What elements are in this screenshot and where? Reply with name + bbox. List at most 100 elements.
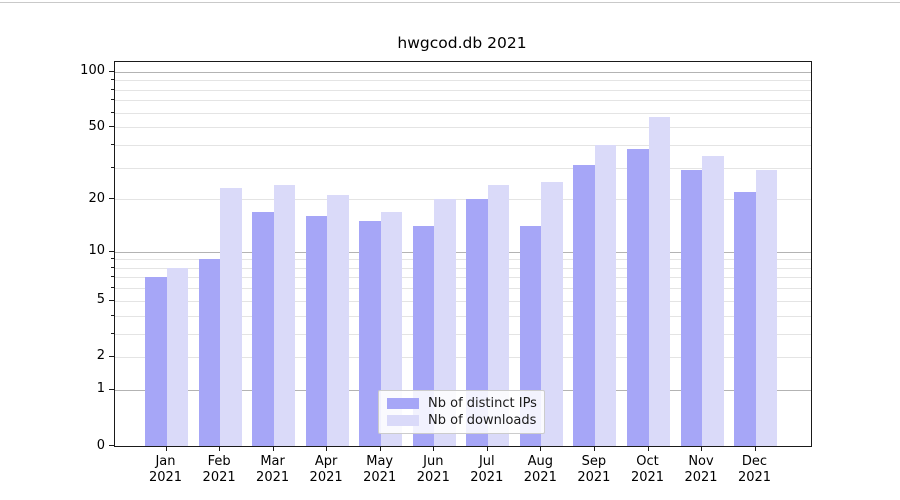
legend-label-distinct-ips: Nb of distinct IPs <box>428 395 537 411</box>
bar-nb-of-distinct-ips-apr <box>305 216 328 446</box>
x-tick-apr <box>326 446 328 451</box>
x-tick-nov <box>701 446 702 451</box>
gridline-minor-6 <box>115 288 811 290</box>
x-tick-label-sep: Sep 2021 <box>577 454 611 485</box>
y-tick-label-1: 1 <box>96 381 105 397</box>
bar-nb-of-downloads-oct <box>648 116 670 446</box>
gridline-minor-9 <box>115 259 811 261</box>
y-tick-label-5: 5 <box>96 292 105 308</box>
gridline-major-100 <box>115 71 811 73</box>
x-tick-may <box>379 446 381 451</box>
bar-nb-of-downloads-nov <box>702 155 724 446</box>
y-minortick-8 <box>111 266 114 268</box>
plot-area <box>114 61 812 447</box>
gridline-minor-60 <box>115 112 811 114</box>
y-tick-0 <box>109 445 114 446</box>
legend-swatch-distinct-ips <box>387 398 419 409</box>
y-minortick-4 <box>111 314 114 316</box>
gridline-major-10 <box>115 251 811 253</box>
y-minortick-40 <box>111 143 114 145</box>
bar-nb-of-distinct-ips-sep <box>573 165 595 446</box>
legend-swatch-downloads <box>387 415 419 426</box>
bar-nb-of-distinct-ips-mar <box>252 211 274 446</box>
y-tick-20 <box>109 198 114 200</box>
chart-title: hwgcod.db 2021 <box>397 34 527 52</box>
bar-nb-of-downloads-mar <box>273 185 296 446</box>
bar-nb-of-distinct-ips-oct <box>627 149 649 446</box>
bar-nb-of-downloads-aug <box>541 181 563 446</box>
x-tick-label-jul: Jul 2021 <box>470 454 504 485</box>
y-tick-100 <box>109 70 114 72</box>
x-tick-sep <box>593 446 595 451</box>
y-tick-50 <box>109 126 114 128</box>
y-tick-5 <box>109 299 114 301</box>
gridline-minor-2 <box>115 356 811 358</box>
bar-nb-of-downloads-jan <box>166 267 188 446</box>
gridline-minor-20 <box>115 199 811 201</box>
window-top-border <box>0 2 900 3</box>
x-tick-oct <box>647 446 649 451</box>
legend-item-downloads: Nb of downloads <box>387 413 536 428</box>
y-minortick-60 <box>111 111 114 113</box>
y-tick-label-100: 100 <box>80 63 105 79</box>
legend-label-downloads: Nb of downloads <box>428 412 537 428</box>
y-tick-label-50: 50 <box>88 118 105 134</box>
bar-nb-of-distinct-ips-jul <box>466 199 488 446</box>
gridline-minor-80 <box>115 89 811 91</box>
y-tick-10 <box>109 250 114 252</box>
bar-nb-of-downloads-jul <box>487 185 510 446</box>
y-tick-label-10: 10 <box>88 243 105 259</box>
gridline-minor-3 <box>115 333 811 335</box>
x-tick-jun <box>433 446 435 451</box>
y-minortick-80 <box>111 88 114 90</box>
x-tick-label-jun: Jun 2021 <box>416 454 450 485</box>
x-tick-label-aug: Aug 2021 <box>523 454 557 485</box>
bar-nb-of-distinct-ips-feb <box>198 259 220 446</box>
y-tick-label-20: 20 <box>88 190 105 206</box>
gridline-minor-40 <box>115 144 811 146</box>
x-tick-label-dec: Dec 2021 <box>737 454 772 485</box>
gridline-minor-4 <box>115 315 811 317</box>
x-tick-label-jan: Jan 2021 <box>148 454 183 485</box>
gridline-minor-50 <box>115 127 811 129</box>
bar-nb-of-downloads-sep <box>594 144 617 446</box>
bar-nb-of-distinct-ips-dec <box>734 191 756 446</box>
x-tick-aug <box>540 446 542 451</box>
legend-item-distinct-ips: Nb of distinct IPs <box>387 395 537 411</box>
x-tick-dec <box>754 446 756 451</box>
x-tick-label-may: May 2021 <box>363 454 397 485</box>
gridline-minor-70 <box>115 100 811 102</box>
y-tick-1 <box>109 388 114 390</box>
x-tick-jul <box>486 446 488 451</box>
bar-nb-of-downloads-feb <box>220 188 242 446</box>
gridline-minor-7 <box>115 277 811 279</box>
gridline-minor-8 <box>115 267 811 269</box>
x-tick-label-mar: Mar 2021 <box>256 454 290 485</box>
y-minortick-30 <box>111 166 114 168</box>
y-tick-label-0: 0 <box>96 437 105 453</box>
y-minortick-3 <box>111 332 114 334</box>
gridline-minor-5 <box>115 300 811 302</box>
bar-nb-of-distinct-ips-may <box>359 221 381 446</box>
y-minortick-9 <box>111 258 114 260</box>
gridline-minor-90 <box>115 80 811 82</box>
x-tick-mar <box>272 446 274 451</box>
y-tick-label-2: 2 <box>96 348 105 364</box>
y-minortick-7 <box>111 276 114 278</box>
gridline-minor-30 <box>115 167 811 169</box>
y-tick-2 <box>109 355 114 357</box>
x-tick-label-nov: Nov 2021 <box>684 454 718 485</box>
bar-nb-of-distinct-ips-nov <box>680 170 702 446</box>
y-minortick-70 <box>111 99 114 101</box>
x-tick-label-feb: Feb 2021 <box>202 454 236 485</box>
x-tick-feb <box>219 446 221 451</box>
bar-nb-of-downloads-apr <box>327 195 349 446</box>
x-tick-jan <box>165 446 167 451</box>
y-minortick-90 <box>111 79 114 81</box>
bar-nb-of-distinct-ips-jan <box>145 277 167 446</box>
bar-nb-of-downloads-may <box>380 211 403 446</box>
y-minortick-6 <box>111 287 114 289</box>
x-tick-label-apr: Apr 2021 <box>309 454 343 485</box>
x-tick-label-oct: Oct 2021 <box>630 454 665 485</box>
